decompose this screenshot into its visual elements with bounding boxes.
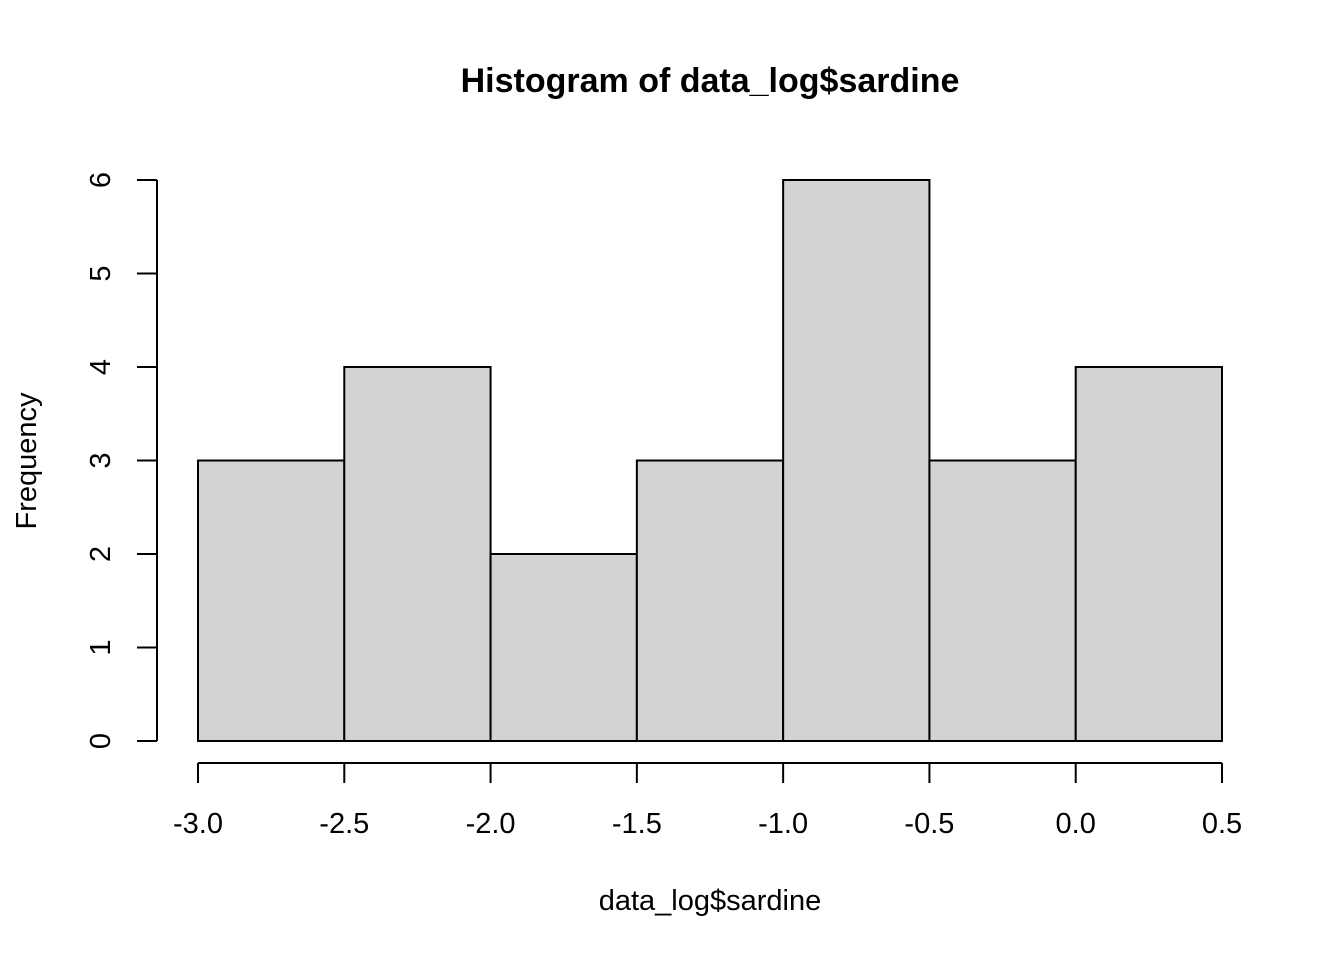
histogram-bar <box>343 366 492 742</box>
y-tick-label: 4 <box>85 359 117 375</box>
y-tick-label: 5 <box>85 265 117 281</box>
y-tick-label: 1 <box>85 639 117 655</box>
y-axis: 0 1 2 3 4 5 6 <box>85 172 158 749</box>
x-tick-label: -2.5 <box>319 808 369 840</box>
histogram-bar <box>782 179 931 742</box>
chart-title: Histogram of data_log$sardine <box>461 62 960 100</box>
x-tick-label: -1.0 <box>758 808 808 840</box>
histogram-bar <box>197 459 346 742</box>
x-axis: -3.0 -2.5 -2.0 -1.5 -1.0 -0.5 0.0 0.5 <box>173 762 1242 840</box>
x-tick-label: -1.5 <box>612 808 662 840</box>
histogram-bar <box>489 553 638 742</box>
x-tick-label: -2.0 <box>466 808 516 840</box>
y-tick-label: 3 <box>85 452 117 468</box>
histogram-bar <box>928 459 1077 742</box>
histogram-bar <box>635 459 785 742</box>
y-tick-label: 0 <box>85 733 117 749</box>
x-tick-label: 0.0 <box>1056 808 1096 840</box>
y-axis-label: Frequency <box>11 392 43 530</box>
y-tick-label: 6 <box>85 172 117 188</box>
y-tick-label: 2 <box>85 546 117 562</box>
histogram-bar <box>1074 366 1223 742</box>
x-axis-label: data_log$sardine <box>599 885 822 917</box>
x-tick-label: -0.5 <box>904 808 954 840</box>
x-tick-label: -3.0 <box>173 808 223 840</box>
x-tick-label: 0.5 <box>1202 808 1242 840</box>
bars-group <box>197 179 1223 742</box>
